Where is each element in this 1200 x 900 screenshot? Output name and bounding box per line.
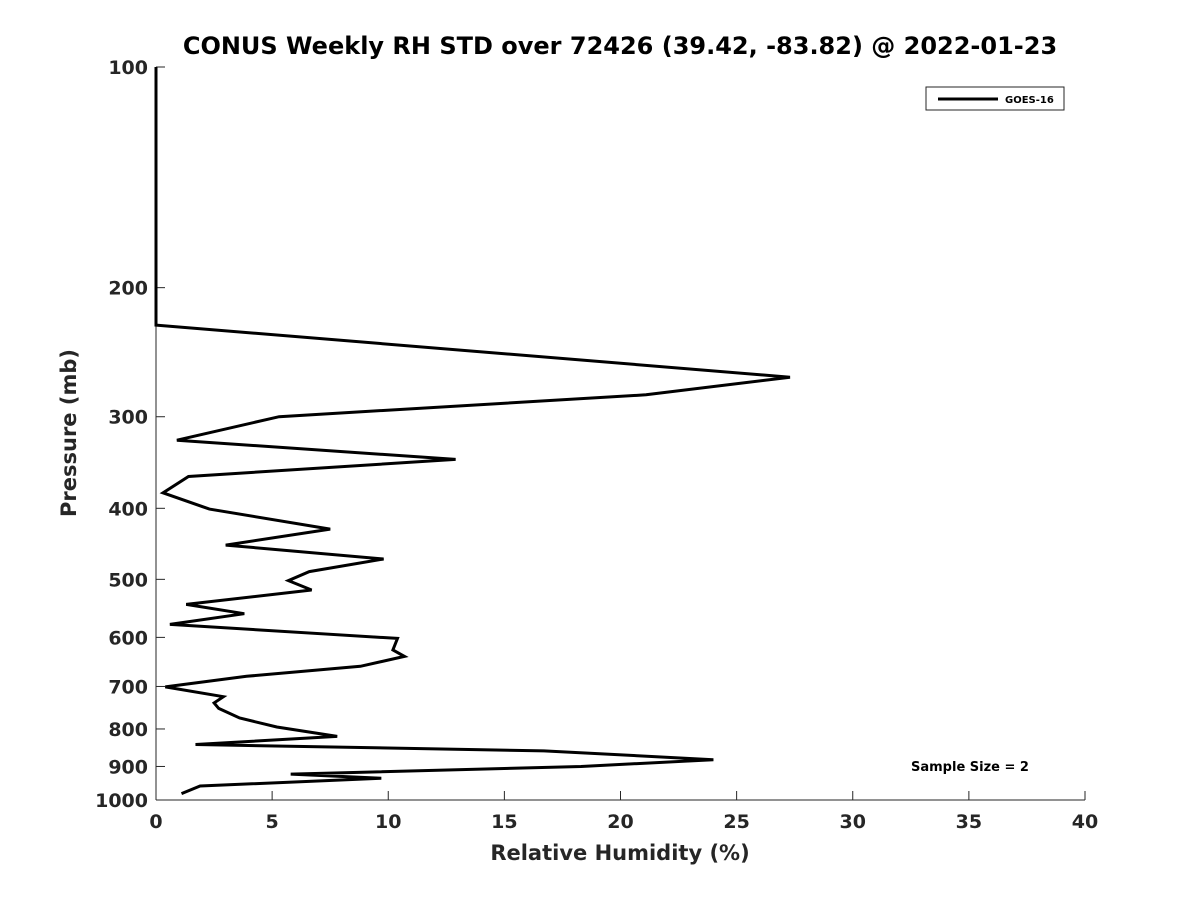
y-tick-label: 400 <box>108 498 148 520</box>
x-ticks: 0 5 10 15 20 25 30 35 40 <box>149 791 1098 833</box>
y-tick-label: 500 <box>108 569 148 591</box>
sample-size-annotation: Sample Size = 2 <box>911 760 1029 775</box>
x-tick-label: 20 <box>607 811 633 833</box>
x-axis-label: Relative Humidity (%) <box>490 841 749 865</box>
y-tick-label: 300 <box>108 407 148 429</box>
x-tick-label: 25 <box>723 811 749 833</box>
y-tick-label: 900 <box>108 756 148 778</box>
y-axis-label: Pressure (mb) <box>57 349 81 517</box>
y-tick-label: 1000 <box>95 790 148 812</box>
x-tick-label: 40 <box>1072 811 1098 833</box>
y-tick-label: 700 <box>108 676 148 698</box>
x-tick-label: 10 <box>375 811 401 833</box>
y-tick-label: 100 <box>108 57 148 79</box>
y-tick-label: 800 <box>108 719 148 741</box>
y-tick-label: 200 <box>108 278 148 300</box>
legend: GOES-16 <box>925 86 1065 111</box>
y-tick-label: 600 <box>108 627 148 649</box>
series-line-goes-16 <box>154 67 791 795</box>
x-tick-label: 35 <box>956 811 982 833</box>
x-tick-label: 15 <box>491 811 517 833</box>
x-tick-label: 5 <box>266 811 279 833</box>
x-tick-label: 0 <box>149 811 162 833</box>
chart-title: CONUS Weekly RH STD over 72426 (39.42, -… <box>183 32 1057 60</box>
y-ticks: 100 200 300 400 500 600 700 800 900 1000 <box>95 57 165 812</box>
x-tick-label: 30 <box>840 811 866 833</box>
legend-entry-goes-16: GOES-16 <box>1005 95 1054 106</box>
